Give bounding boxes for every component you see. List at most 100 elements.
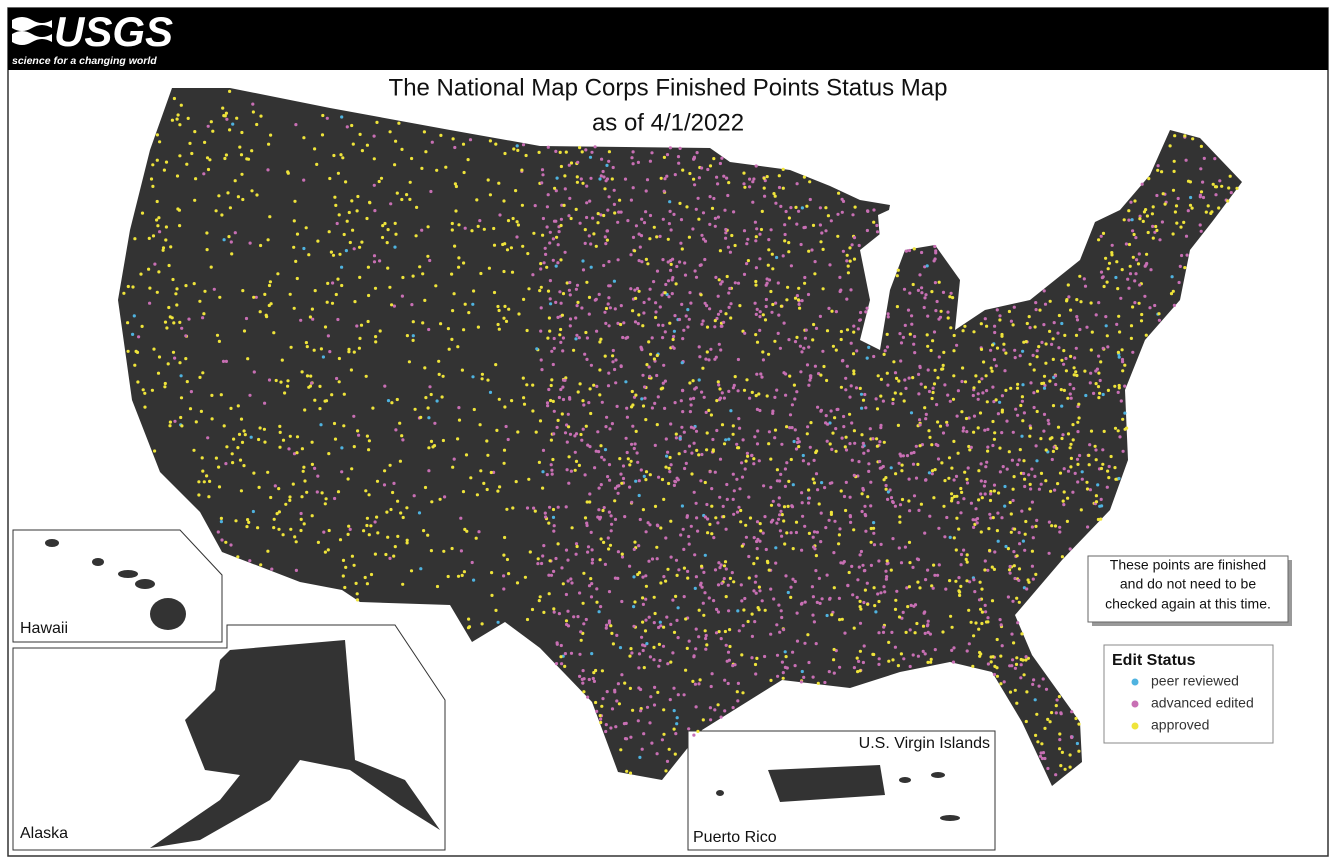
point [408, 197, 412, 201]
point [848, 412, 852, 416]
point [662, 363, 666, 367]
point [189, 390, 193, 394]
point [161, 248, 165, 252]
point [886, 490, 891, 494]
point [795, 390, 799, 394]
point [636, 719, 640, 723]
point [157, 270, 161, 274]
point [672, 329, 677, 333]
point [909, 411, 914, 415]
point [830, 309, 834, 313]
point [1011, 498, 1015, 503]
point [295, 276, 299, 281]
point [869, 526, 873, 531]
point [377, 179, 381, 184]
point [1123, 363, 1127, 367]
point [637, 571, 642, 575]
point [565, 622, 569, 627]
point [574, 316, 578, 320]
point [1138, 214, 1142, 218]
point [861, 488, 866, 492]
point [713, 325, 717, 329]
point [581, 669, 585, 673]
point [524, 153, 528, 158]
inset-label: U.S. Virgin Islands [859, 735, 990, 752]
point [616, 576, 620, 581]
point [498, 213, 502, 217]
point [789, 264, 794, 268]
point [510, 399, 514, 403]
point [240, 172, 244, 176]
point [609, 624, 613, 628]
point [230, 452, 234, 456]
point [492, 226, 496, 231]
point [1099, 497, 1103, 501]
point [812, 322, 816, 327]
point [746, 454, 750, 458]
point [745, 262, 749, 266]
point [566, 579, 570, 583]
point [350, 123, 354, 128]
point [1030, 525, 1034, 529]
point [1012, 305, 1016, 309]
point [262, 427, 266, 431]
point [905, 454, 910, 458]
point [895, 305, 900, 309]
point [1023, 548, 1027, 552]
point [1213, 185, 1218, 189]
point [767, 352, 771, 356]
point [727, 609, 731, 613]
point [661, 381, 665, 385]
point [641, 404, 646, 408]
point [667, 222, 672, 226]
point [618, 198, 622, 202]
point [869, 504, 873, 508]
point [819, 409, 823, 413]
point [642, 474, 646, 478]
point [852, 626, 856, 630]
point [1109, 454, 1113, 459]
point [663, 330, 667, 334]
point [318, 407, 322, 411]
point [556, 505, 560, 509]
point [170, 316, 174, 320]
point [750, 390, 754, 394]
point [511, 506, 515, 510]
point [300, 370, 304, 374]
point [992, 400, 996, 404]
point [1069, 308, 1073, 312]
point [995, 637, 999, 642]
point [1082, 277, 1086, 281]
point [634, 393, 638, 397]
point [451, 137, 455, 141]
point [592, 232, 596, 236]
point [333, 195, 337, 199]
point [1105, 334, 1109, 338]
point [327, 528, 331, 533]
point [884, 487, 888, 491]
point [754, 312, 758, 316]
point [1038, 754, 1042, 758]
point [937, 563, 941, 567]
point [1098, 391, 1102, 395]
point [941, 363, 945, 367]
point [178, 320, 182, 324]
point [728, 250, 733, 254]
point [979, 530, 983, 534]
point [801, 459, 806, 463]
point [850, 458, 854, 462]
point [858, 649, 863, 653]
point [655, 353, 659, 358]
point [644, 189, 648, 193]
point [833, 416, 837, 420]
point [502, 461, 506, 465]
point [563, 431, 568, 435]
point [629, 735, 633, 739]
point [655, 557, 659, 561]
point [576, 390, 580, 394]
point [170, 118, 174, 122]
point [703, 591, 707, 595]
point [869, 480, 873, 484]
point [810, 585, 815, 589]
point [1113, 384, 1117, 388]
